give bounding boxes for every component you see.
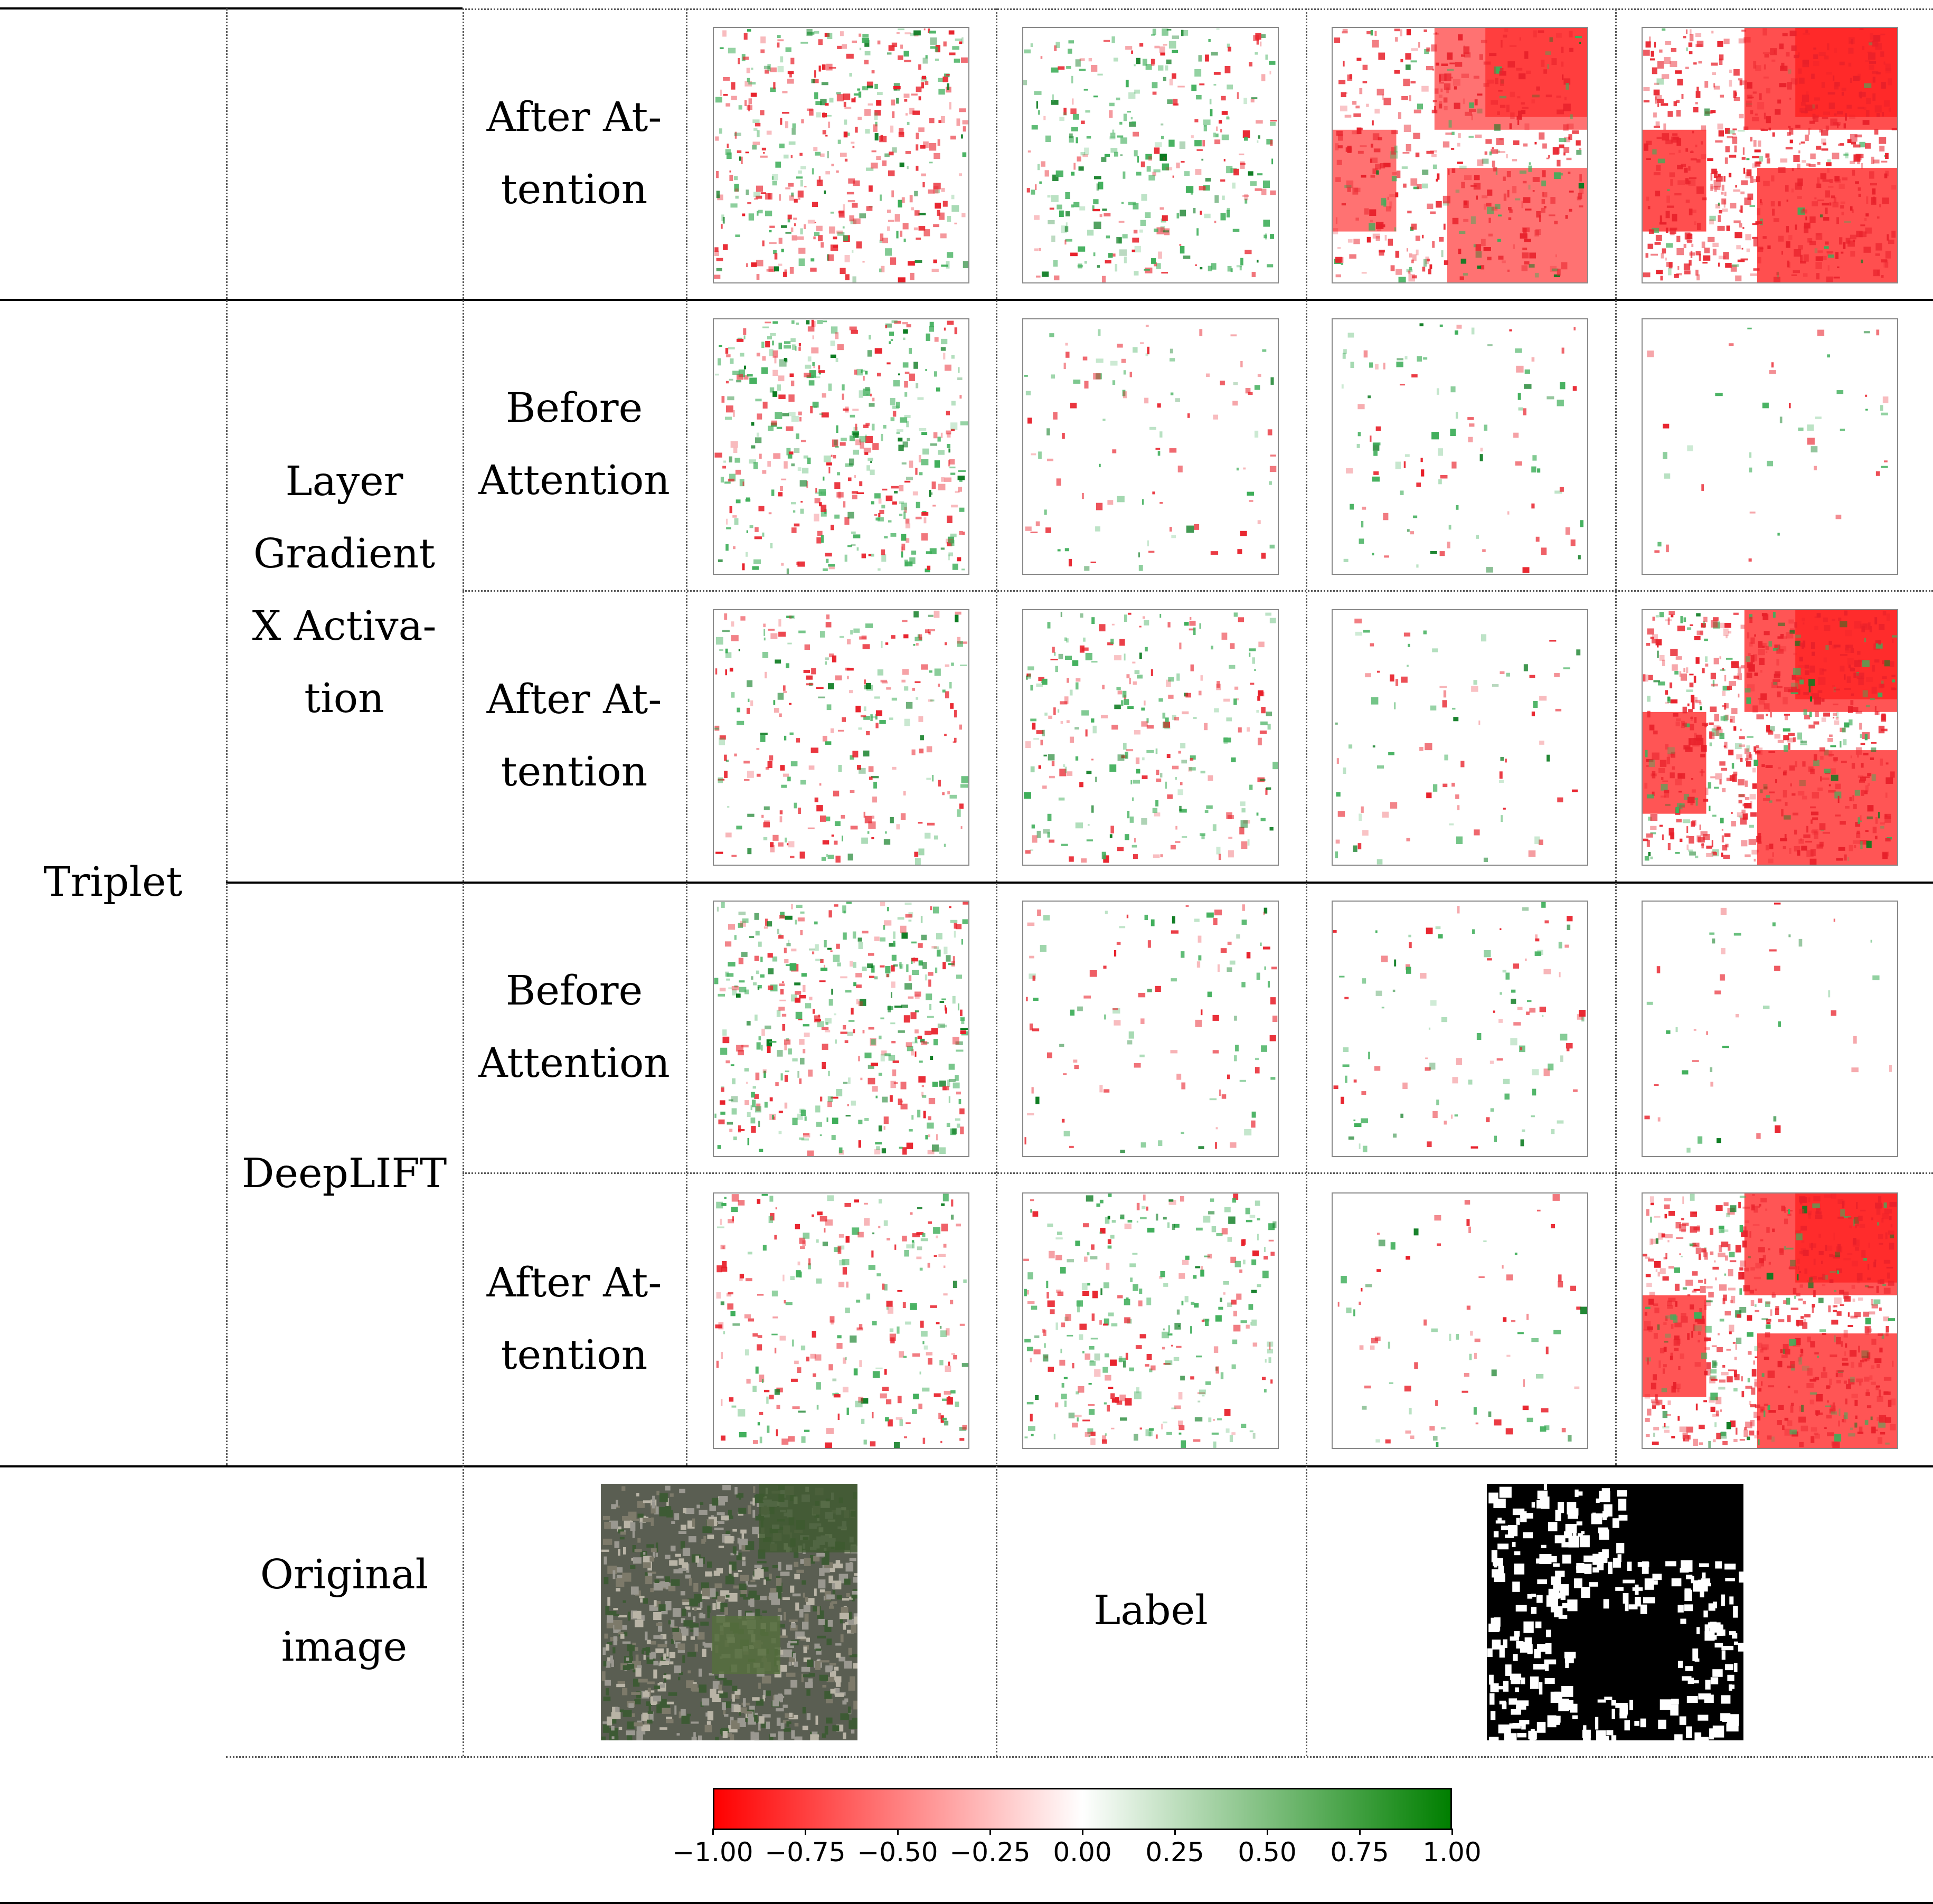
colorbar-tick-label: −0.75 <box>765 1837 845 1868</box>
colorbar-tick-mark <box>1267 1829 1268 1835</box>
original-aerial-image <box>601 1484 857 1740</box>
attribution-map-lgxa-after-2 <box>1022 609 1279 866</box>
attribution-map-lgxa-after-3 <box>1332 609 1588 866</box>
colorbar-tick-mark <box>1174 1829 1176 1835</box>
attribution-map-deeplift-after-4 <box>1642 1192 1898 1449</box>
vrule-3 <box>686 8 687 1465</box>
colorbar-tick-mark <box>1451 1829 1453 1835</box>
attribution-map-lgxa-after-4 <box>1642 609 1898 866</box>
attribution-map-lgxa-after-1 <box>713 609 969 866</box>
rule-bottom <box>0 1902 1933 1904</box>
attribution-map-top-after-1 <box>713 27 969 283</box>
vrule-5 <box>1306 8 1307 1756</box>
label-mask-image <box>1487 1484 1743 1740</box>
attribution-map-lgxa-before-2 <box>1022 318 1279 575</box>
attribution-map-top-after-4 <box>1642 27 1898 283</box>
colorbar-tick-label: 0.75 <box>1330 1837 1389 1868</box>
attribution-map-deeplift-after-3 <box>1332 1192 1588 1449</box>
attribution-map-deeplift-before-2 <box>1022 901 1279 1157</box>
attribution-map-top-after-3 <box>1332 27 1588 283</box>
colorbar-tick-mark <box>897 1829 899 1835</box>
attribution-map-deeplift-before-3 <box>1332 901 1588 1157</box>
model-label-triplet: Triplet <box>0 299 226 1465</box>
rule-top-partial <box>0 7 463 10</box>
method-label-deeplift: DeepLIFT <box>226 882 463 1465</box>
vrule-6 <box>1615 8 1617 1465</box>
colorbar-tick-label: 0.25 <box>1145 1837 1204 1868</box>
colorbar-tick-mark <box>712 1829 714 1835</box>
stage-label-top-after: After At-tention <box>463 8 686 299</box>
attribution-map-lgxa-before-3 <box>1332 318 1588 575</box>
colorbar-tick-label: 0.50 <box>1238 1837 1296 1868</box>
colorbar-tick-label: −0.25 <box>949 1837 1030 1868</box>
attribution-map-deeplift-after-1 <box>713 1192 969 1449</box>
attribution-map-lgxa-before-1 <box>713 318 969 575</box>
attribution-map-top-after-2 <box>1022 27 1279 283</box>
method-label-lgxa: Layer Gradient X Activa- tion <box>226 299 463 882</box>
attribution-map-deeplift-before-4 <box>1642 901 1898 1157</box>
colorbar <box>713 1788 1452 1830</box>
stage-label-deeplift-after: After At-tention <box>463 1172 686 1465</box>
colorbar-tick-label: 1.00 <box>1422 1837 1481 1868</box>
colorbar-tick-mark <box>989 1829 991 1835</box>
colorbar-tick-mark <box>1359 1829 1361 1835</box>
colorbar-tick-label: 0.00 <box>1053 1837 1111 1868</box>
rule-after-original <box>226 1756 1933 1758</box>
attribution-map-lgxa-before-4 <box>1642 318 1898 575</box>
stage-label-lgxa-after: After At-tention <box>463 590 686 882</box>
colorbar-tick-label: −0.50 <box>857 1837 938 1868</box>
colorbar-tick-label: −1.00 <box>672 1837 753 1868</box>
colorbar-tick-mark <box>1082 1829 1083 1835</box>
colorbar-tick-mark <box>805 1829 806 1835</box>
attribution-map-deeplift-after-2 <box>1022 1192 1279 1449</box>
attribution-map-deeplift-before-1 <box>713 901 969 1157</box>
label-caption: Label <box>996 1465 1306 1756</box>
